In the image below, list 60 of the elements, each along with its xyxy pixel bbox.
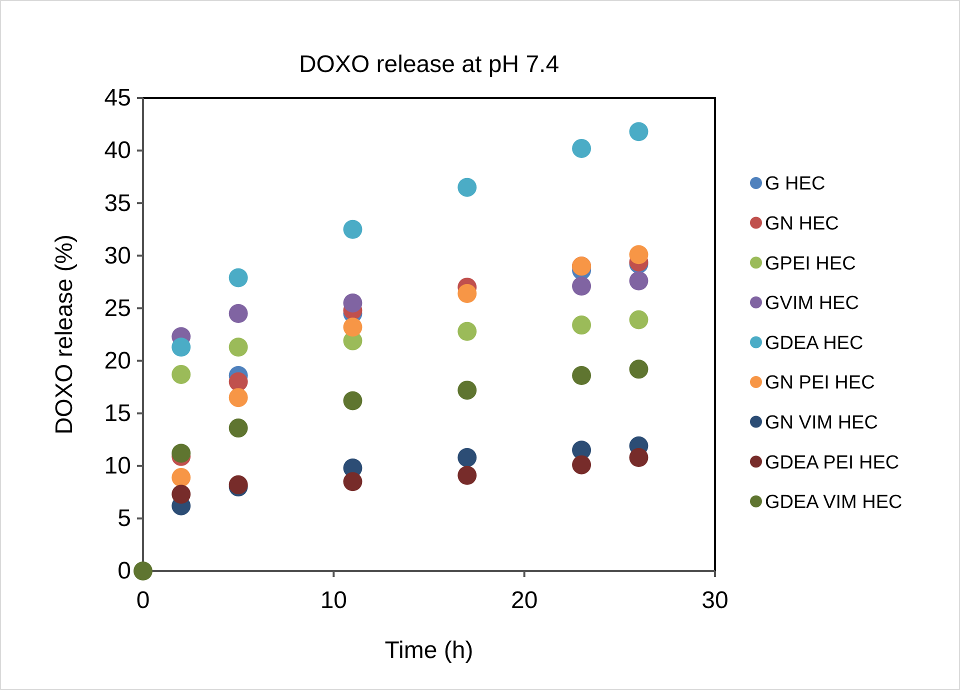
y-tick-label: 30 [104,242,131,270]
legend-label: GPEI HEC [765,253,856,274]
y-tick-label: 20 [104,347,131,374]
point [629,360,648,379]
point [629,245,648,264]
x-tick-label: 0 [136,587,150,614]
point [228,338,248,357]
point [629,448,648,467]
point [572,138,592,158]
chart-title: DOXO release at pH 7.4 [298,51,560,78]
point [458,466,477,485]
point [228,268,248,288]
point [629,271,648,290]
point [228,372,248,392]
y-tick-label: 15 [104,400,131,428]
point [629,122,648,142]
legend-label: GN PEI HEC [765,372,875,394]
legend-label: GN HEC [765,213,839,234]
point [458,284,477,304]
point [172,364,191,384]
y-tick-label: 40 [104,137,131,164]
point [228,388,248,408]
point [629,310,648,330]
point [343,293,362,312]
y-tick-label: 45 [104,84,131,112]
point [343,472,362,492]
y-tick-label: 0 [118,558,131,585]
point [458,380,477,400]
x-tick-label: 30 [702,587,728,614]
legend-label: GDEA PEI HEC [765,452,900,474]
legend-label: GDEA HEC [765,332,864,354]
y-tick-label: 35 [104,190,131,217]
legend-label: G HEC [765,174,826,195]
point [572,276,592,296]
point [343,391,362,410]
y-tick-label: 25 [104,294,131,322]
x-tick-label: 10 [320,587,348,614]
point [172,444,191,463]
point [343,220,362,239]
y-tick-label: 5 [118,505,131,532]
point [134,562,152,580]
point [458,178,477,197]
point [572,455,592,474]
point [458,322,477,341]
point [572,316,592,335]
legend-label: GDEA VIM HEC [765,492,902,514]
x-axis-title: Time (h) [384,637,474,664]
legend-label: GVIM HEC [765,293,859,314]
point [228,418,248,438]
point [172,484,191,504]
y-axis-title: DOXO release (%) [51,234,78,435]
point [458,448,477,467]
point [572,366,592,385]
point [172,468,191,487]
x-tick-label: 20 [510,587,538,614]
y-tick-label: 10 [104,452,131,480]
legend-label: GN VIM HEC [765,412,878,434]
point [343,318,362,337]
point [172,338,191,357]
point [228,304,248,323]
